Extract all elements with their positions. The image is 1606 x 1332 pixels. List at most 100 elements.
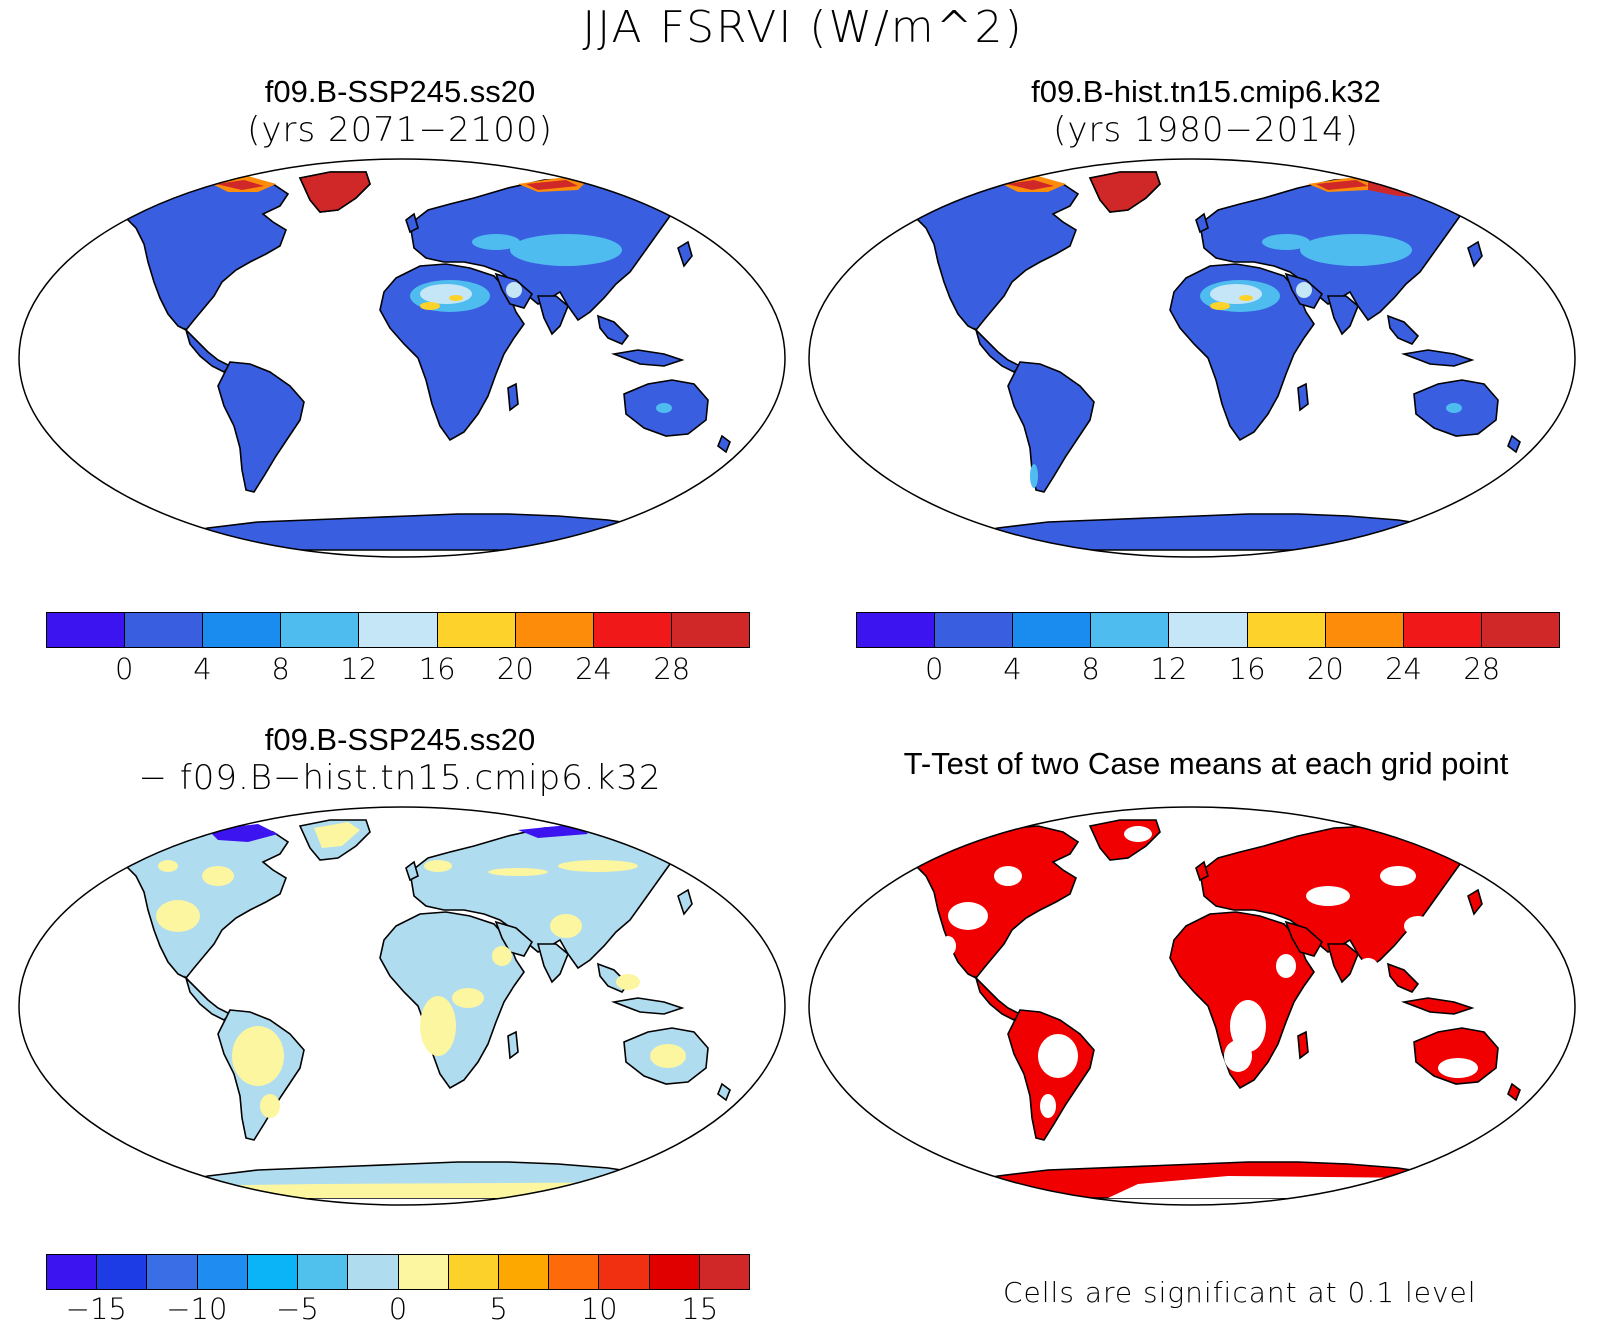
land-japan xyxy=(677,888,693,916)
colorbar-tick-label: 12 xyxy=(1150,652,1188,686)
arabia-pale xyxy=(506,282,522,298)
diff-positive-area xyxy=(424,860,452,872)
land-india xyxy=(1326,295,1359,336)
colorbar-swatch xyxy=(47,1255,98,1289)
nonsignificant-area xyxy=(1038,1034,1078,1078)
diff-positive-area xyxy=(488,868,548,876)
colorbar-swatch xyxy=(97,1255,148,1289)
panel-3-title-block: f09.B-SSP245.ss20 − f09.B−hist.tn15.cmip… xyxy=(0,722,800,798)
land-india xyxy=(536,295,569,336)
nonsignificant-area xyxy=(1438,1058,1478,1078)
land-japan xyxy=(677,240,693,268)
colorbar-swatch xyxy=(1091,613,1170,647)
panel-4-title: T-Test of two Case means at each grid po… xyxy=(903,746,1509,781)
diff-positive-area xyxy=(558,860,638,872)
colorbar-swatch xyxy=(1247,613,1326,647)
nonsignificant-area xyxy=(948,902,988,930)
map-panel-3 xyxy=(18,806,786,1206)
colorbar-tick-label: 5 xyxy=(489,1292,508,1326)
antarctica-positive xyxy=(138,1182,698,1198)
colorbar-swatch xyxy=(398,1255,449,1289)
diff-positive-area xyxy=(232,1026,284,1086)
panel-3-title: f09.B-SSP245.ss20 xyxy=(264,722,536,757)
asia-light xyxy=(1300,234,1412,266)
colorbar-swatch xyxy=(348,1255,399,1289)
colorbar-panel-2 xyxy=(856,612,1560,648)
map-border xyxy=(808,806,1576,1206)
sahara-hot xyxy=(1239,295,1253,301)
nonsignificant-area xyxy=(1404,916,1432,936)
colorbar-swatch xyxy=(247,1255,299,1289)
siberia-red xyxy=(1316,180,1368,190)
colorbar-tick-label: 28 xyxy=(653,652,691,686)
land-japan xyxy=(1467,888,1483,916)
colorbar-tick-label: 4 xyxy=(1003,652,1022,686)
land-nz xyxy=(717,1082,731,1102)
colorbar-swatch xyxy=(1013,613,1092,647)
arctic-red xyxy=(1006,180,1054,190)
figure-title: JJA FSRVI (W/m^2) xyxy=(582,2,1024,53)
andes-light xyxy=(1030,464,1038,488)
map-svg-4 xyxy=(808,806,1576,1206)
colorbar-swatch xyxy=(1169,613,1248,647)
colorbar-tick-label: 0 xyxy=(114,652,134,686)
nonsignificant-area xyxy=(1224,1040,1252,1072)
colorbar-tick-label: 16 xyxy=(418,652,456,686)
land-nz xyxy=(717,434,731,454)
colorbar-swatch xyxy=(47,613,126,647)
land-northAmerica xyxy=(885,825,1080,980)
colorbar-tick-label: 15 xyxy=(681,1292,719,1326)
map-svg-1 xyxy=(18,158,786,558)
land-japan xyxy=(1467,240,1483,268)
colorbar-swatch xyxy=(671,613,749,647)
land-nz xyxy=(1507,1082,1521,1102)
sahara-pale xyxy=(420,284,472,304)
land-arabia xyxy=(494,920,534,957)
nonsignificant-area xyxy=(994,866,1022,886)
diff-positive-area xyxy=(260,1094,280,1118)
colorbar-tick-label: 4 xyxy=(193,652,212,686)
land-africa xyxy=(379,263,525,442)
map-border xyxy=(18,806,786,1206)
panel-1-subtitle: (yrs 2071−2100) xyxy=(247,110,553,150)
nonsignificant-area xyxy=(1380,866,1416,886)
diff-positive-area xyxy=(158,860,178,872)
land-madagascar xyxy=(507,382,519,412)
map-panel-4 xyxy=(808,806,1576,1206)
colorbar-swatch xyxy=(498,1255,550,1289)
land-nz xyxy=(1507,434,1521,454)
colorbar-tick-label: 24 xyxy=(575,652,612,686)
map-border xyxy=(18,158,786,558)
asia-light xyxy=(472,234,520,250)
nonsignificant-area xyxy=(1358,958,1378,974)
land-indonesia xyxy=(1400,349,1475,367)
diff-positive-area xyxy=(452,988,484,1008)
colorbar-swatch xyxy=(147,1255,198,1289)
colorbar-swatch xyxy=(515,613,594,647)
colorbar-tick-label: 12 xyxy=(340,652,378,686)
land-india xyxy=(536,943,569,984)
colorbar-panel-1 xyxy=(46,612,750,648)
colorbar-swatch xyxy=(935,613,1014,647)
colorbar-swatch xyxy=(197,1255,248,1289)
land-seAsia xyxy=(1386,962,1420,993)
diff-positive-area xyxy=(202,866,234,886)
land-northAmerica xyxy=(95,177,290,332)
diff-positive-area xyxy=(550,914,582,938)
land-madagascar xyxy=(1297,382,1309,412)
diff-positive-area xyxy=(492,946,512,966)
nonsignificant-area xyxy=(1124,826,1152,842)
colorbar-swatch xyxy=(549,1255,600,1289)
nonsignificant-area xyxy=(1276,954,1296,978)
colorbar-tick-label: 20 xyxy=(1306,652,1344,686)
east-siberia-negative xyxy=(658,836,682,852)
colorbar-swatch xyxy=(437,613,516,647)
land-africa xyxy=(1169,263,1315,442)
land-india xyxy=(1326,943,1359,984)
land-indonesia xyxy=(610,997,685,1015)
land-uk xyxy=(1195,212,1209,234)
diff-positive-area xyxy=(156,900,200,932)
colorbar-swatch xyxy=(857,613,936,647)
colorbar-tick-label: 8 xyxy=(271,652,290,686)
australia-light xyxy=(1446,403,1462,413)
